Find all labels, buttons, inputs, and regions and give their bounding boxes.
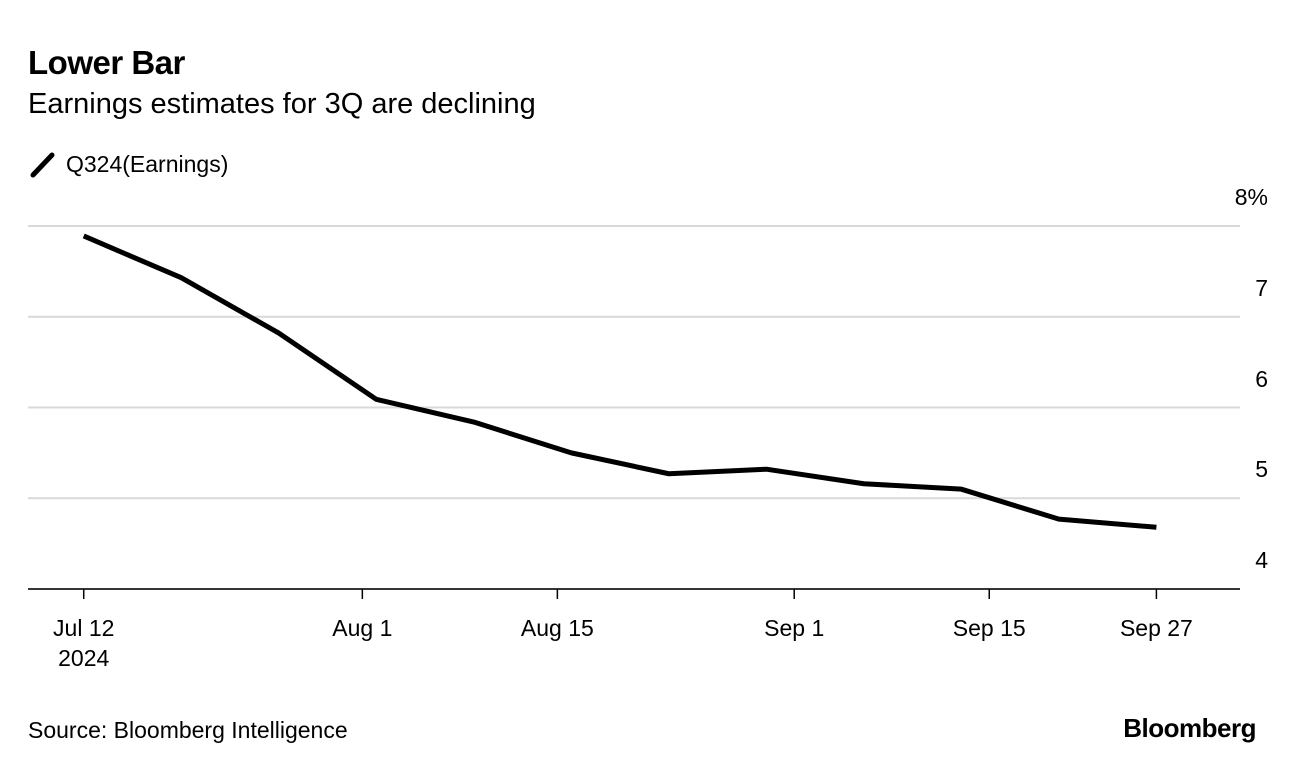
- x-tick-label: Jul 12 2024: [53, 615, 115, 671]
- y-tick-label: 7: [1255, 274, 1268, 301]
- x-tick-label: Sep 15: [952, 615, 1026, 641]
- x-tick-label: Sep 1: [764, 615, 825, 641]
- legend-swatch: [30, 152, 55, 178]
- source: Source: Bloomberg Intelligence: [28, 717, 348, 743]
- subtitle: Earnings estimates for 3Q are declining: [28, 88, 536, 120]
- x-tick-label: Aug 1: [332, 615, 393, 641]
- title: Lower Bar: [28, 44, 185, 81]
- y-tick-label: 5: [1255, 456, 1268, 483]
- legend-label: Q324(Earnings): [66, 151, 229, 177]
- x-tick-label: Sep 27: [1119, 615, 1193, 641]
- y-tick-label: 8%: [1234, 184, 1268, 211]
- brand-logo: Bloomberg: [1123, 713, 1256, 743]
- y-tick-label: 4: [1255, 547, 1268, 574]
- y-tick-label: 6: [1255, 365, 1268, 392]
- x-tick-label: Aug 15: [520, 615, 594, 641]
- series-line: [82, 233, 1157, 530]
